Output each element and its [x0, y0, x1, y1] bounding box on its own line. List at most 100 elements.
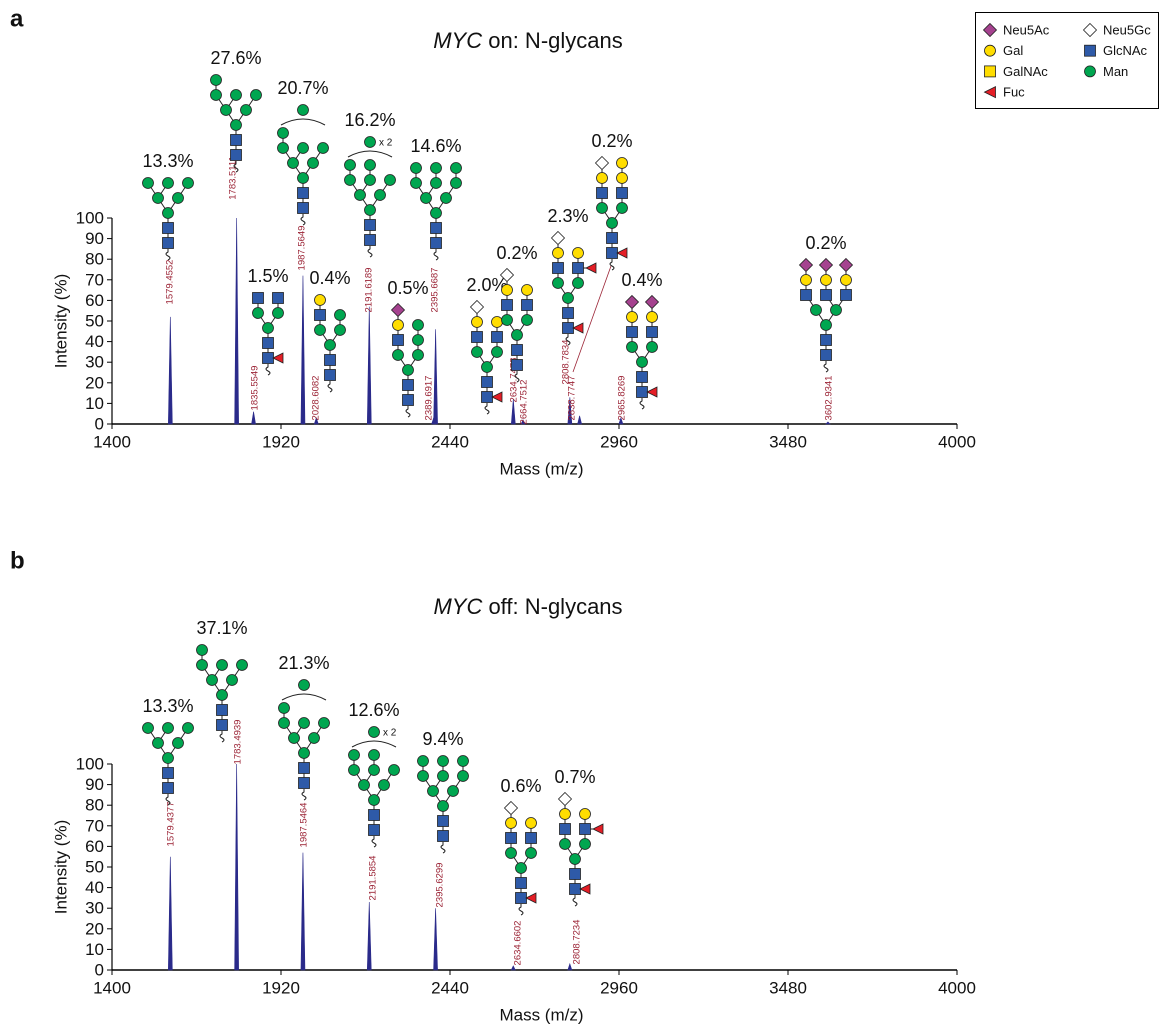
glycan-residue: [820, 349, 832, 361]
mass-label: 2634.6602: [513, 921, 524, 966]
x-tick-label: 2440: [431, 432, 469, 451]
glycan-residue: [646, 386, 658, 398]
glycan-residue: [348, 749, 360, 761]
glycan-residue: [557, 791, 573, 807]
glycan-residue: [162, 222, 174, 234]
glycan-residue: [481, 376, 493, 388]
glycan-residue: [388, 764, 400, 776]
glycan-residue: [646, 326, 658, 338]
y-tick-label: 10: [85, 394, 104, 413]
y-tick-label: 50: [85, 311, 104, 330]
y-tick-label: 100: [76, 754, 104, 773]
glycan-residue: [572, 247, 584, 259]
glycan-residue: [262, 337, 274, 349]
glycan-residue: [471, 346, 483, 358]
y-tick-label: 50: [85, 857, 104, 876]
y-tick-label: 80: [85, 796, 104, 815]
y-tick-label: 70: [85, 816, 104, 835]
glycan-residue: [437, 800, 449, 812]
glycan-residue: [230, 119, 242, 131]
abundance-label: 2.0%: [466, 275, 507, 295]
glycan-residue: [511, 359, 523, 371]
glycan-residue: [626, 326, 638, 338]
glycan-residue: [278, 702, 290, 714]
glycan-residue: [572, 277, 584, 289]
glycan-residue: [515, 862, 527, 874]
glycan-residue: [324, 354, 336, 366]
glycan-residue: [297, 172, 309, 184]
glycan-residue: [447, 785, 459, 797]
glycan-residue: [471, 316, 483, 328]
glycan-residue: [298, 717, 310, 729]
glycan-residue: [182, 177, 194, 189]
glycan-residue: [298, 777, 310, 789]
glycan-residue: [606, 217, 618, 229]
reducing-end: [823, 361, 829, 373]
glycan-residue: [437, 815, 449, 827]
glycan-residue: [402, 364, 414, 376]
glycan-residue: [344, 174, 356, 186]
glycan-residue: [162, 207, 174, 219]
glycan-residue: [491, 346, 503, 358]
glycan-residue: [810, 304, 822, 316]
glycan-residue: [491, 316, 503, 328]
glycan-residue: [579, 838, 591, 850]
mass-label: 2389.6917: [424, 376, 435, 421]
panel-label: a: [10, 5, 24, 32]
glycan-residue: [216, 704, 228, 716]
peak: [618, 416, 624, 425]
glycan-residue: [559, 838, 571, 850]
legend-label: GalNAc: [1003, 64, 1048, 79]
glycan-residue: [262, 322, 274, 334]
reducing-end: [301, 789, 307, 801]
legend-label: Gal: [1003, 43, 1023, 58]
glycan-note: x 2: [383, 728, 397, 739]
x-tick-label: 2960: [600, 432, 638, 451]
glycan-residue: [417, 755, 429, 767]
glycan-residue: [358, 779, 370, 791]
glycan-residue: [364, 136, 376, 148]
glycan-residue: [559, 823, 571, 835]
glycan-residue: [450, 162, 462, 174]
glycan-residue: [368, 794, 380, 806]
peak: [510, 965, 516, 971]
glycan-residue: [324, 339, 336, 351]
peak: [251, 411, 256, 425]
x-tick-label: 2440: [431, 978, 469, 997]
glycan-residue: [592, 823, 604, 835]
glycan-residue: [430, 222, 442, 234]
glycan-residue: [298, 747, 310, 759]
glycan-residue: [437, 755, 449, 767]
glycan-residue: [182, 722, 194, 734]
reducing-end: [639, 398, 645, 410]
glycan-note: x 2: [379, 138, 393, 149]
glycan-residue: [318, 717, 330, 729]
abundance-label: 0.5%: [387, 278, 428, 298]
y-axis-label: Intensity (%): [51, 274, 70, 368]
glycan-residue: [430, 177, 442, 189]
glycan-residue: [579, 808, 591, 820]
legend-symbol: [982, 22, 998, 38]
peak: [567, 397, 573, 425]
glycan-residue: [196, 659, 208, 671]
glycan-residue: [505, 847, 517, 859]
y-tick-label: 40: [85, 332, 104, 351]
x-tick-label: 3480: [769, 432, 807, 451]
x-tick-label: 3480: [769, 978, 807, 997]
y-tick-label: 100: [76, 208, 104, 227]
glycan-residue: [412, 349, 424, 361]
glycan-residue: [830, 304, 842, 316]
glycan-residue: [392, 349, 404, 361]
mass-label: 2191.6189: [364, 268, 375, 313]
peak: [366, 306, 372, 425]
glycan-residue: [525, 847, 537, 859]
legend-box: [975, 12, 1159, 109]
glycan-residue: [501, 284, 513, 296]
glycan-residue: [515, 892, 527, 904]
reducing-end: [300, 214, 306, 226]
glycan-residue: [297, 142, 309, 154]
glycan-residue: [152, 737, 164, 749]
glycan-residue: [236, 659, 248, 671]
glycan-residue: [334, 324, 346, 336]
x-tick-label: 1920: [262, 432, 300, 451]
